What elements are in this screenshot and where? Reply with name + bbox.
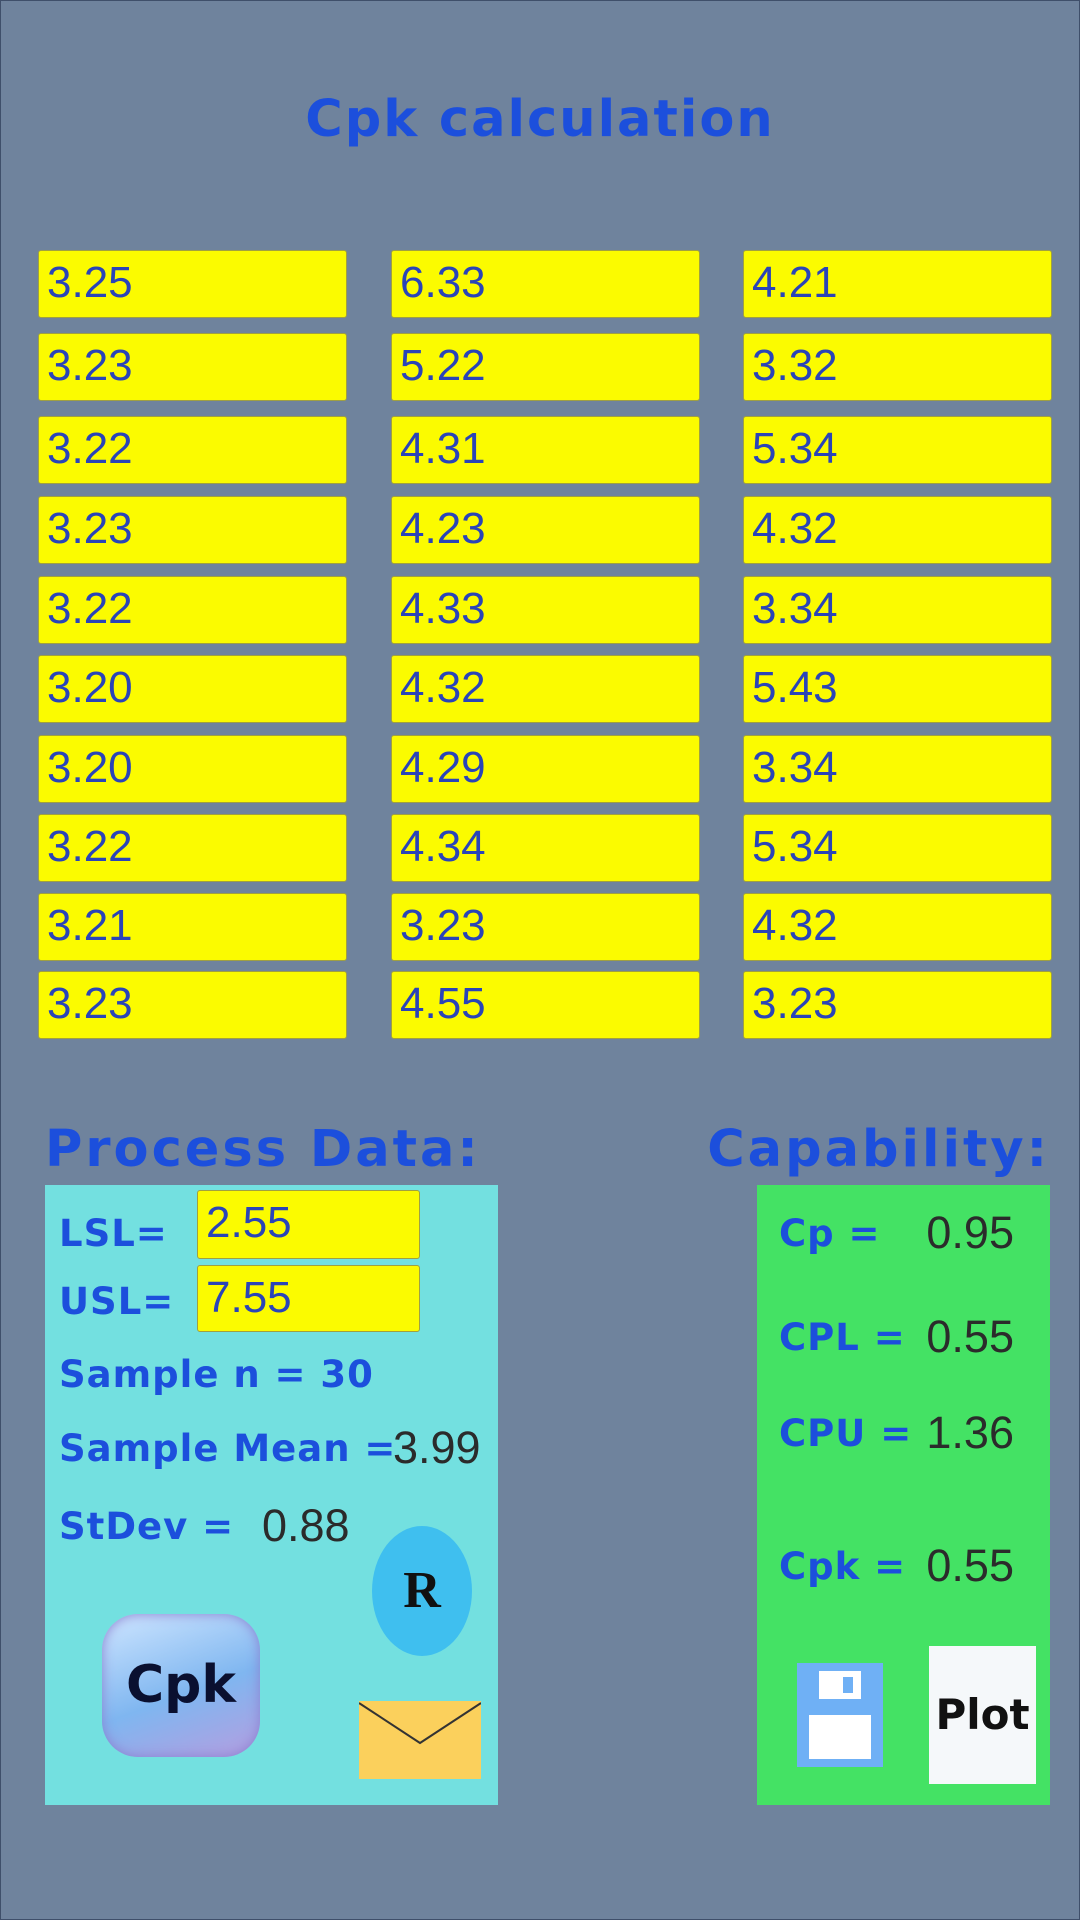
data-input[interactable]: 3.22 [38, 416, 347, 484]
stdev-label: StDev = [59, 1505, 235, 1548]
data-input[interactable]: 5.34 [743, 416, 1052, 484]
data-input[interactable]: 5.22 [391, 333, 700, 401]
sample-mean-value: 3.99 [393, 1422, 481, 1473]
stdev-value: 0.88 [262, 1500, 350, 1551]
title: Cpk calculation [305, 90, 775, 149]
data-input[interactable]: 3.34 [743, 576, 1052, 644]
process-heading: Process Data: [45, 1120, 481, 1179]
disk-slot [843, 1677, 853, 1693]
data-input[interactable]: 3.23 [38, 496, 347, 564]
plot-button[interactable]: Plot [929, 1646, 1036, 1784]
usl-label: USL= [59, 1280, 175, 1323]
sample-n: Sample n = 30 [59, 1353, 374, 1396]
data-input[interactable]: 5.43 [743, 655, 1052, 723]
envelope [359, 1701, 481, 1779]
data-input[interactable]: 3.23 [743, 971, 1052, 1039]
data-input[interactable]: 4.34 [391, 814, 700, 882]
disk-label [809, 1715, 871, 1759]
capability-label: CPL = [779, 1316, 906, 1359]
data-input[interactable]: 3.20 [38, 655, 347, 723]
disk-shutter [819, 1671, 861, 1699]
data-input[interactable]: 3.21 [38, 893, 347, 961]
lsl-input[interactable]: 2.55 [197, 1190, 420, 1259]
data-input[interactable]: 5.34 [743, 814, 1052, 882]
r-button[interactable]: R [372, 1526, 472, 1656]
capability-value: 0.95 [926, 1207, 1014, 1258]
save-button[interactable] [797, 1663, 883, 1767]
data-input[interactable]: 3.22 [38, 814, 347, 882]
data-input[interactable]: 4.32 [743, 496, 1052, 564]
capability-value: 0.55 [926, 1540, 1014, 1591]
capability-heading: Capability: [707, 1120, 1050, 1179]
data-input[interactable]: 4.32 [391, 655, 700, 723]
capability-value: 1.36 [926, 1407, 1014, 1458]
data-input[interactable]: 3.20 [38, 735, 347, 803]
capability-label: Cpk = [779, 1545, 907, 1588]
data-input[interactable]: 4.31 [391, 416, 700, 484]
data-input[interactable]: 3.34 [743, 735, 1052, 803]
data-input[interactable]: 4.23 [391, 496, 700, 564]
data-input[interactable]: 3.23 [38, 333, 347, 401]
data-input[interactable]: 3.23 [391, 893, 700, 961]
data-input[interactable]: 3.25 [38, 250, 347, 318]
data-input[interactable]: 3.32 [743, 333, 1052, 401]
envelope-flap [359, 1702, 481, 1745]
info-button[interactable]: Cpk [102, 1614, 260, 1757]
sample-mean-label: Sample Mean = [59, 1427, 397, 1470]
capability-label: Cp = [779, 1212, 881, 1255]
data-input[interactable]: 3.22 [38, 576, 347, 644]
data-input[interactable]: 4.55 [391, 971, 700, 1039]
data-input[interactable]: 4.21 [743, 250, 1052, 318]
lsl-label: LSL= [59, 1212, 168, 1255]
data-input[interactable]: 4.32 [743, 893, 1052, 961]
data-input[interactable]: 4.33 [391, 576, 700, 644]
data-input[interactable]: 4.29 [391, 735, 700, 803]
data-input[interactable]: 6.33 [391, 250, 700, 318]
mail-button[interactable] [359, 1701, 481, 1779]
data-input[interactable]: 3.23 [38, 971, 347, 1039]
usl-input[interactable]: 7.55 [197, 1265, 420, 1332]
capability-value: 0.55 [926, 1311, 1014, 1362]
capability-label: CPU = [779, 1412, 913, 1455]
